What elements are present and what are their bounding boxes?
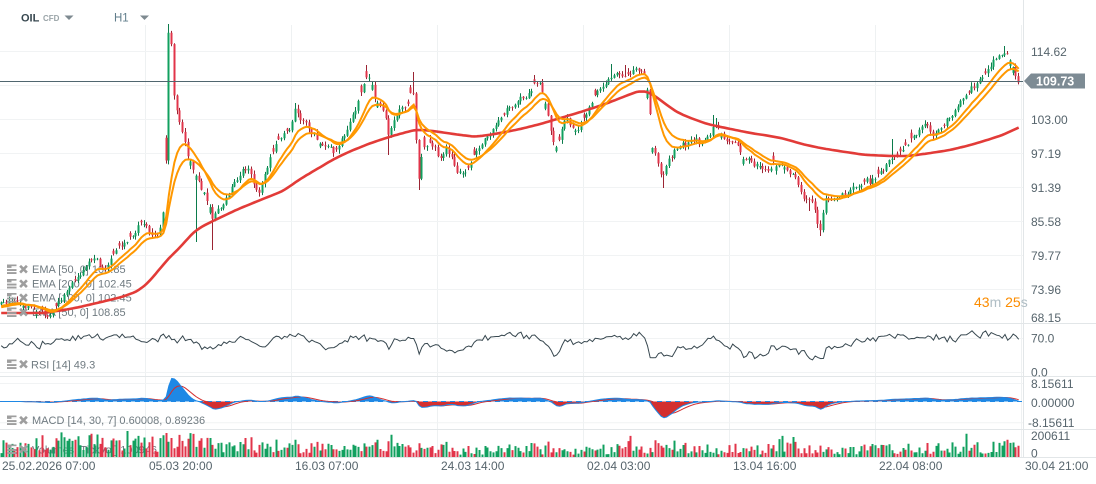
svg-text:0.0: 0.0 <box>1031 366 1048 380</box>
svg-text:73.96: 73.96 <box>1031 283 1061 297</box>
svg-text:-8.15611: -8.15611 <box>1028 416 1075 430</box>
svg-text:25.02.2026 07:00: 25.02.2026 07:00 <box>2 459 96 473</box>
svg-text:13.04 16:00: 13.04 16:00 <box>733 459 797 473</box>
svg-text:0.00000: 0.00000 <box>1031 396 1075 410</box>
svg-text:24.03 14:00: 24.03 14:00 <box>441 459 505 473</box>
svg-text:85.58: 85.58 <box>1031 215 1061 229</box>
svg-text:0: 0 <box>1031 447 1038 461</box>
svg-text:CFD: CFD <box>43 14 60 23</box>
svg-text:OIL: OIL <box>21 13 40 25</box>
svg-text:02.04 03:00: 02.04 03:00 <box>587 459 651 473</box>
svg-text:79.77: 79.77 <box>1031 249 1061 263</box>
svg-text:200611: 200611 <box>1031 429 1070 443</box>
svg-text:97.19: 97.19 <box>1031 147 1061 161</box>
svg-text:MACD [14, 30, 7] 0.60008, 0.89: MACD [14, 30, 7] 0.60008, 0.89236 <box>32 415 205 427</box>
svg-text:RSI [14] 49.3: RSI [14] 49.3 <box>31 360 95 372</box>
svg-text:22.04 08:00: 22.04 08:00 <box>879 459 943 473</box>
svg-text:8.15611: 8.15611 <box>1031 377 1074 391</box>
svg-text:68.15: 68.15 <box>1031 311 1061 325</box>
svg-text:EMA [200, 0] 102.45: EMA [200, 0] 102.45 <box>32 279 132 291</box>
svg-text:05.03 20:00: 05.03 20:00 <box>149 459 213 473</box>
svg-text:30.04 21:00: 30.04 21:00 <box>1025 459 1089 473</box>
svg-text:43m 25s: 43m 25s <box>974 294 1028 310</box>
svg-text:70.0: 70.0 <box>1031 332 1055 346</box>
svg-text:109.73: 109.73 <box>1036 75 1074 89</box>
svg-text:H1: H1 <box>114 13 129 25</box>
svg-text:91.39: 91.39 <box>1031 181 1061 195</box>
svg-text:103.00: 103.00 <box>1031 113 1068 127</box>
svg-text:16.03 07:00: 16.03 07:00 <box>295 459 359 473</box>
svg-text:114.62: 114.62 <box>1031 45 1067 59</box>
